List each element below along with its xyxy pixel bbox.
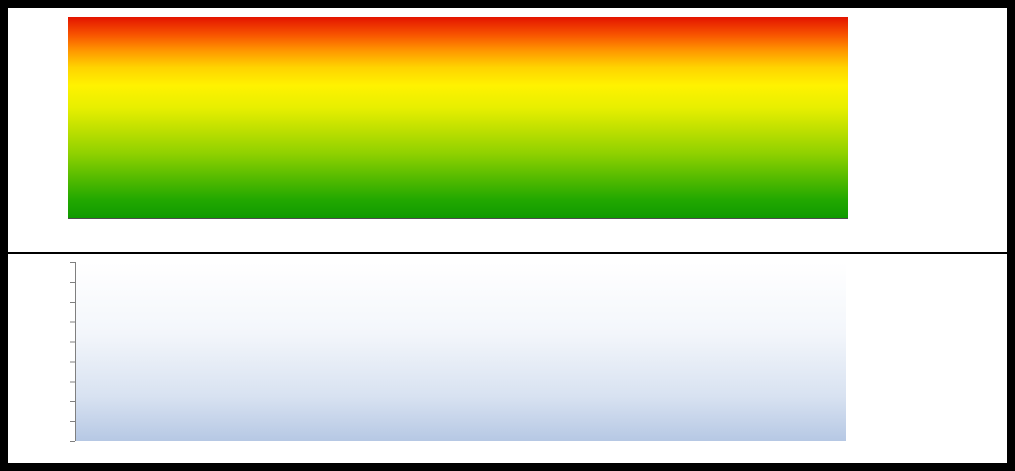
index-series-svg <box>76 262 846 441</box>
risk-x-axis-labels <box>68 222 848 238</box>
chart-canvas <box>8 8 1007 463</box>
legend-nasdaq-comp <box>860 323 886 325</box>
vwave-3-5-swatch-icon <box>850 112 864 114</box>
risk-y-axis-labels <box>32 17 64 218</box>
vwave-18mo-swatch-icon <box>850 137 864 139</box>
index-chart-section <box>8 254 1007 463</box>
legend-dow-30 <box>860 299 886 301</box>
risk-series-svg <box>68 17 848 218</box>
legend-18-month-vwave <box>850 137 869 139</box>
legend-vwave-3-5-year <box>850 112 869 114</box>
dow-swatch-icon <box>860 299 880 301</box>
sp500-swatch-icon <box>860 346 880 348</box>
legend-sp500-index <box>860 346 886 348</box>
index-y-axis-ticks <box>70 262 75 442</box>
nasdaq-swatch-icon <box>860 323 880 325</box>
index-plot-area <box>75 262 846 441</box>
risk-plot-area <box>68 17 848 219</box>
section-divider <box>8 252 1007 254</box>
